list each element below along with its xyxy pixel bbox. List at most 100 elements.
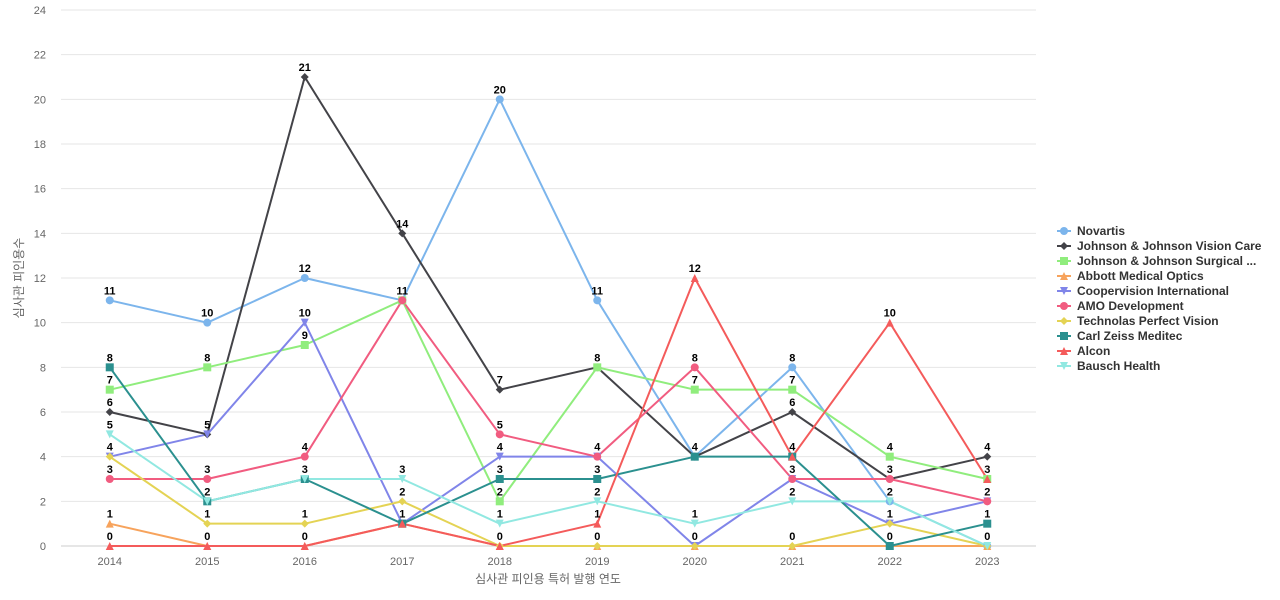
legend-label: Technolas Perfect Vision: [1077, 314, 1219, 328]
data-point-technolas-perfect-vision: [105, 452, 114, 461]
data-label: 1: [497, 509, 503, 521]
data-label: 4: [497, 442, 504, 454]
data-label: 8: [204, 352, 210, 364]
data-label: 4: [107, 442, 114, 454]
legend-marker: [1060, 362, 1068, 370]
legend-item-abbott-medical-optics[interactable]: Abbott Medical Optics: [1057, 269, 1204, 283]
data-point-amo-development: [398, 296, 407, 305]
data-point-amo-development: [105, 475, 114, 483]
legend-marker: [1060, 347, 1068, 355]
data-point-technolas-perfect-vision: [300, 519, 309, 528]
data-label: 0: [107, 531, 113, 543]
data-point-technolas-perfect-vision: [690, 542, 699, 550]
x-tick-label: 2019: [585, 556, 609, 568]
y-tick-label: 20: [34, 94, 46, 106]
legend-item-carl-zeiss-meditec[interactable]: Carl Zeiss Meditec: [1057, 329, 1183, 343]
legend-item-johnson-johnson-vision-care[interactable]: Johnson & Johnson Vision Care: [1057, 239, 1262, 253]
data-point-amo-development: [593, 452, 602, 461]
series-line-amo-development: [108, 299, 989, 503]
data-label: 0: [497, 531, 503, 543]
legend-label: Johnson & Johnson Surgical ...: [1077, 254, 1256, 268]
data-label: 0: [594, 531, 600, 543]
data-point-bausch-health: [105, 430, 114, 439]
legend-item-novartis[interactable]: Novartis: [1057, 224, 1125, 238]
data-label: 4: [887, 442, 894, 454]
data-label: 3: [302, 464, 308, 476]
data-point-bausch-health: [983, 542, 992, 550]
legend-label: Novartis: [1077, 224, 1125, 238]
legend-label: Alcon: [1077, 344, 1110, 358]
data-label: 11: [396, 285, 408, 297]
series-line-technolas-perfect-vision: [108, 455, 989, 547]
legend-marker: [1060, 287, 1068, 295]
legend-item-johnson-johnson-surgical[interactable]: Johnson & Johnson Surgical ...: [1057, 254, 1256, 268]
data-point-bausch-health: [300, 475, 309, 483]
data-label: 1: [594, 509, 600, 521]
x-axis-title: 심사관 피인용 특허 발행 연도: [475, 571, 621, 586]
grid-lines: [61, 9, 1036, 547]
data-label: 0: [204, 531, 210, 543]
data-point-amo-development: [495, 430, 504, 439]
legend-marker: [1060, 332, 1068, 340]
y-tick-label: 24: [34, 5, 46, 17]
data-label: 2: [887, 486, 893, 498]
data-point-alcon: [495, 542, 504, 550]
legend-label: Carl Zeiss Meditec: [1077, 329, 1183, 343]
data-point-johnson-johnson-vision-care: [983, 452, 992, 461]
data-point-technolas-perfect-vision: [398, 497, 407, 506]
legend-label: Bausch Health: [1077, 359, 1160, 373]
data-label: 10: [201, 308, 213, 320]
data-label: 1: [887, 509, 893, 521]
data-point-coopervision-international: [203, 430, 212, 439]
data-point-novartis: [300, 274, 309, 282]
data-label: 3: [497, 464, 503, 476]
data-point-alcon: [398, 519, 407, 528]
x-tick-label: 2017: [390, 556, 414, 568]
data-point-novartis: [203, 318, 212, 327]
data-point-carl-zeiss-meditec: [885, 542, 894, 550]
y-tick-label: 18: [34, 139, 46, 151]
data-label: 0: [302, 531, 308, 543]
data-point-johnson-johnson-vision-care: [495, 385, 504, 394]
data-point-carl-zeiss-meditec: [690, 452, 699, 461]
data-label: 4: [302, 442, 309, 454]
data-point-carl-zeiss-meditec: [983, 519, 992, 528]
legend-item-coopervision-international[interactable]: Coopervision International: [1057, 284, 1229, 298]
data-point-johnson-johnson-vision-care: [105, 408, 114, 416]
series-line-novartis: [108, 98, 989, 547]
data-point-carl-zeiss-meditec: [593, 475, 602, 483]
legend-item-bausch-health[interactable]: Bausch Health: [1057, 359, 1160, 373]
data-label: 6: [789, 397, 795, 409]
data-point-novartis: [593, 296, 602, 305]
legend-item-amo-development[interactable]: AMO Development: [1057, 299, 1184, 313]
data-label: 3: [887, 464, 893, 476]
y-tick-label: 2: [40, 496, 46, 508]
data-point-novartis: [788, 363, 797, 372]
data-point-johnson-johnson-surgical: [495, 497, 504, 506]
data-point-carl-zeiss-meditec: [105, 363, 114, 372]
data-label: 4: [789, 442, 796, 454]
x-tick-label: 2020: [683, 556, 707, 568]
data-label: 2: [204, 486, 210, 498]
data-label: 0: [789, 531, 795, 543]
legend-label: Abbott Medical Optics: [1077, 269, 1204, 283]
legend-marker: [1060, 317, 1068, 325]
data-point-alcon: [105, 542, 114, 550]
data-point-novartis: [105, 296, 114, 305]
legend-item-technolas-perfect-vision[interactable]: Technolas Perfect Vision: [1057, 314, 1219, 328]
data-point-amo-development: [300, 452, 309, 461]
data-point-johnson-johnson-vision-care: [300, 73, 309, 81]
x-tick-label: 2021: [780, 556, 804, 568]
legend-item-alcon[interactable]: Alcon: [1057, 344, 1110, 358]
series-line-alcon: [108, 277, 989, 547]
data-label: 1: [302, 509, 308, 521]
data-label: 7: [789, 375, 795, 387]
data-label: 2: [399, 486, 405, 498]
legend-label: Coopervision International: [1077, 284, 1229, 298]
legend-label: Johnson & Johnson Vision Care: [1077, 239, 1262, 253]
data-point-abbott-medical-optics: [105, 519, 114, 528]
data-label: 1: [984, 509, 990, 521]
series-line-johnson-johnson-vision-care: [108, 76, 989, 480]
